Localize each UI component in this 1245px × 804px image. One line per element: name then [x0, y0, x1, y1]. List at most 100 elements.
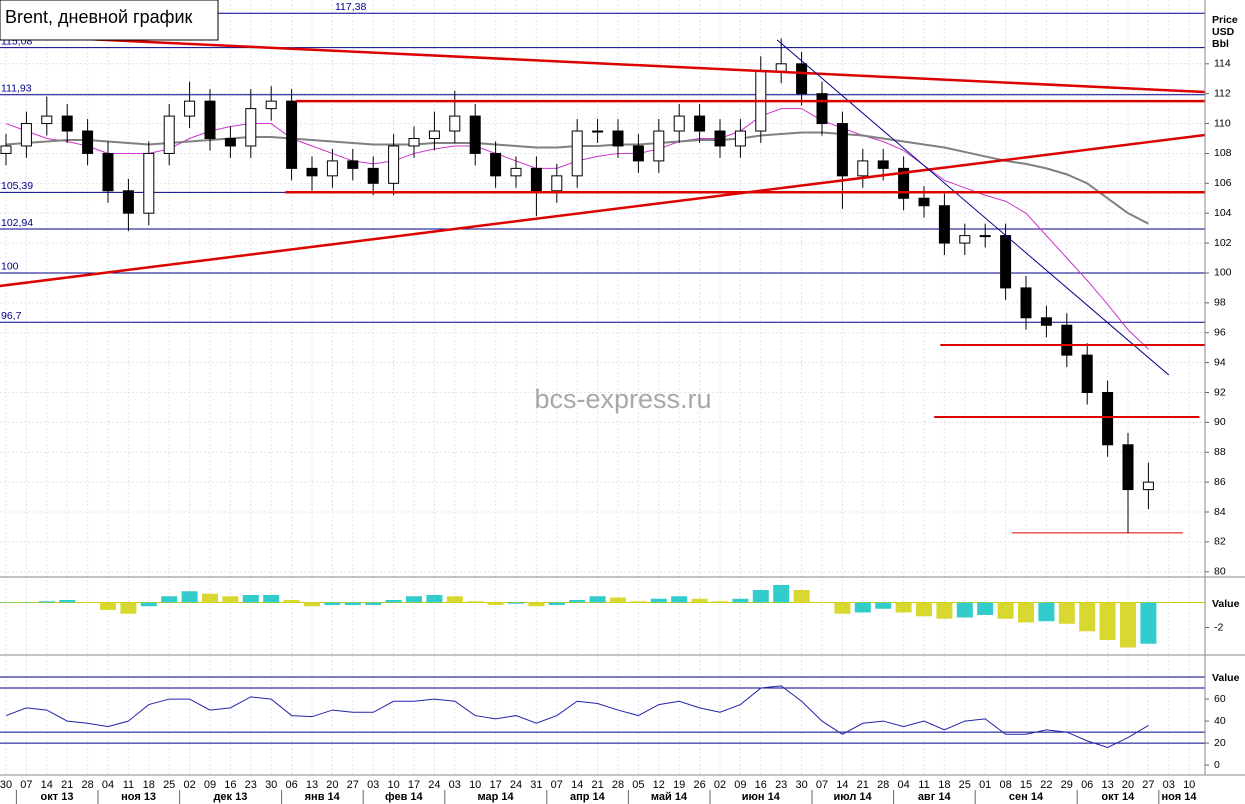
y-tick-label: 96 [1214, 327, 1226, 339]
month-label: янв 14 [305, 791, 341, 803]
x-tick-label: 28 [612, 779, 624, 791]
oscillator-bar [712, 601, 728, 603]
title-box [0, 0, 219, 41]
y-axis-title: Price [1212, 14, 1238, 26]
candle-body [490, 152, 502, 177]
y-tick-label: 60 [1214, 693, 1226, 705]
x-tick-label: 28 [81, 779, 93, 791]
oscillator-bar [630, 601, 647, 603]
x-tick-label: 26 [693, 779, 705, 791]
x-tick-label: 27 [1142, 779, 1154, 791]
x-tick-label: 02 [714, 779, 726, 791]
oscillator-bar [528, 602, 545, 607]
y-tick-label: 100 [1214, 267, 1232, 279]
oscillator-bar [100, 602, 116, 610]
level-label: 105,39 [1, 180, 33, 192]
candle-body [41, 115, 53, 125]
oscillator-bar [1079, 602, 1096, 632]
x-tick-label: 12 [653, 779, 665, 791]
candle-body [61, 115, 73, 132]
candle-body [857, 160, 869, 177]
candle-body [592, 130, 604, 133]
oscillator-bar [283, 600, 300, 603]
y-axis-title: USD [1212, 26, 1235, 38]
oscillator-bar [59, 600, 76, 603]
y-tick-label: 0 [1214, 759, 1220, 771]
candle-body [898, 167, 910, 199]
candle-body [775, 63, 787, 72]
oscillator-bar [1120, 602, 1136, 648]
price-panel [0, 12, 1205, 534]
month-label: апр 14 [570, 791, 606, 803]
oscillator-bar [324, 602, 341, 605]
candle-body [449, 115, 461, 132]
y-tick-label: 84 [1214, 506, 1226, 518]
x-tick-label: 14 [836, 779, 848, 791]
oscillator-bar [79, 602, 96, 603]
candle-body [918, 197, 930, 207]
candle-body [551, 175, 563, 192]
candle-body [938, 205, 950, 244]
candle-body [469, 115, 481, 154]
candle-body [1102, 391, 1114, 446]
x-tick-label: 17 [408, 779, 420, 791]
candle-body [122, 190, 134, 214]
oscillator-bar [916, 602, 932, 617]
x-tick-label: 22 [1040, 779, 1052, 791]
month-label: фев 14 [385, 791, 424, 803]
candle-body [632, 145, 644, 162]
oscillator-bar [977, 602, 994, 615]
oscillator-bar [181, 591, 198, 603]
month-label: мар 14 [478, 791, 515, 803]
oscillator-bar [752, 590, 769, 603]
month-label: авг 14 [918, 791, 952, 803]
oscillator-bar [1038, 602, 1055, 622]
oscillator-bar [548, 602, 565, 605]
x-tick-label: 23 [775, 779, 787, 791]
x-tick-label: 09 [734, 779, 746, 791]
candle-body [612, 130, 624, 147]
y-tick-label: 106 [1214, 177, 1232, 189]
x-tick-label: 21 [61, 779, 73, 791]
chart-title: Brent, дневной график [5, 7, 192, 27]
oscillator-bar [385, 600, 402, 603]
x-tick-label: 28 [877, 779, 889, 791]
candle-body [734, 130, 746, 147]
level-label: 111,93 [1, 83, 32, 95]
x-tick-label: 19 [673, 779, 685, 791]
oscillator-bar [263, 595, 280, 603]
oscillator-bar [120, 602, 137, 614]
x-tick-label: 10 [387, 779, 399, 791]
y-tick-label: 98 [1214, 297, 1226, 309]
oscillator-bar [854, 602, 871, 613]
oscillator-bar [202, 593, 218, 603]
oscillator-bar [814, 602, 830, 603]
candle-body [1061, 324, 1073, 356]
candle-body [306, 167, 318, 177]
y-axis-title: Bbl [1212, 38, 1229, 50]
y-tick-label: 80 [1214, 566, 1226, 578]
y-tick-label: 88 [1214, 446, 1226, 458]
x-tick-label: 31 [530, 779, 542, 791]
candle-body [0, 145, 12, 154]
candle-body [428, 130, 440, 139]
trend-line [0, 33, 1205, 94]
x-tick-label: 10 [469, 779, 481, 791]
x-tick-label: 03 [449, 779, 461, 791]
x-tick-label: 14 [41, 779, 53, 791]
oscillator-bar [773, 585, 790, 603]
oscillator-bar [936, 602, 953, 619]
oscillator-bar [304, 602, 320, 607]
x-tick-label: 05 [632, 779, 644, 791]
rsi-line [5, 685, 1149, 749]
level-label: 102,94 [1, 217, 33, 229]
oscillator-bar [895, 602, 912, 613]
y-tick-label: -2 [1214, 621, 1223, 633]
x-tick-label: 23 [245, 779, 257, 791]
y-tick-label: 94 [1214, 356, 1226, 368]
x-tick-label: 07 [20, 779, 32, 791]
oscillator-bar [956, 602, 973, 618]
x-tick-label: 25 [959, 779, 971, 791]
x-tick-label: 13 [1101, 779, 1113, 791]
